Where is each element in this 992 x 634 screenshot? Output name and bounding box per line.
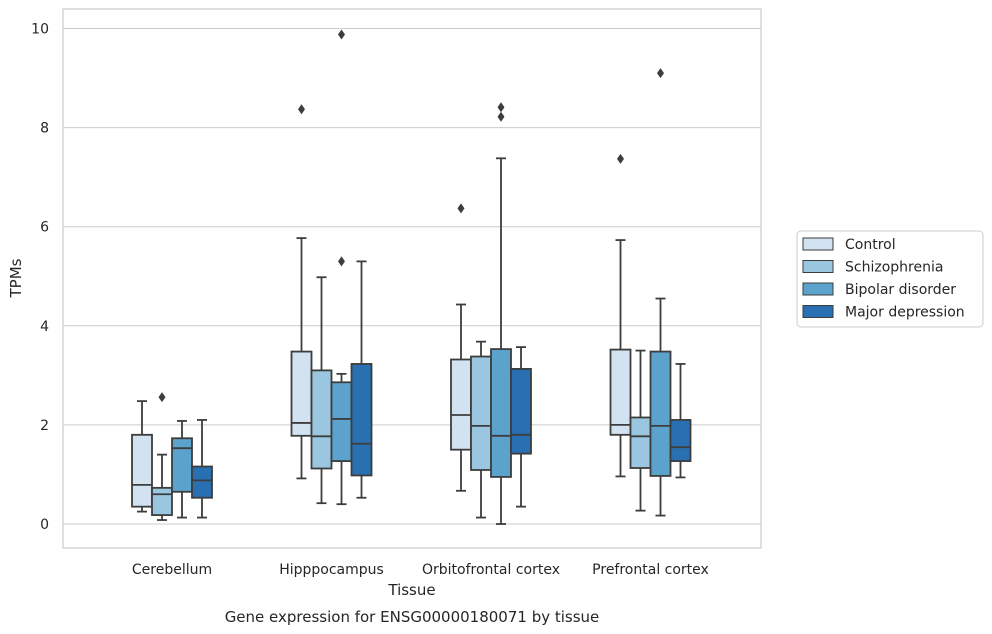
box-iqr xyxy=(609,348,632,436)
box-iqr xyxy=(450,358,472,451)
outlier-point xyxy=(298,104,305,115)
box-plot xyxy=(350,260,373,499)
box-plot xyxy=(290,104,313,480)
box-plot xyxy=(171,420,193,519)
legend-label: Major depression xyxy=(845,305,965,321)
box-plot xyxy=(629,349,652,512)
box-iqr xyxy=(151,486,173,516)
legend-swatch xyxy=(802,237,834,251)
box-iqr xyxy=(191,465,213,499)
legend-items: Control Schizophrenia Bipolar disorder Majo… xyxy=(802,237,965,321)
box-plot xyxy=(450,203,472,492)
y-tick-label: 2 xyxy=(40,418,49,434)
legend-label: Control xyxy=(845,237,896,253)
box-plot xyxy=(310,276,333,505)
y-axis-label: TPMs xyxy=(7,258,25,298)
x-axis-label: Tissue xyxy=(387,581,435,599)
y-tick-label: 8 xyxy=(40,121,49,137)
legend-item: Control xyxy=(802,237,896,253)
y-tick-label: 6 xyxy=(40,220,49,236)
box-iqr xyxy=(350,363,373,477)
legend-item: Schizophrenia xyxy=(802,260,943,276)
outlier-point xyxy=(497,111,505,122)
box-plot xyxy=(669,363,692,479)
legend-swatch xyxy=(802,282,834,296)
outlier-point xyxy=(617,153,624,164)
y-tick-label: 0 xyxy=(40,517,49,533)
box-plot xyxy=(510,346,532,508)
box-iqr xyxy=(490,348,512,478)
box-iqr xyxy=(310,369,333,470)
box-iqr xyxy=(669,419,692,462)
legend-item: Major depression xyxy=(802,305,965,321)
legend-item: Bipolar disorder xyxy=(802,282,956,298)
box-plot xyxy=(191,419,213,519)
box-iqr xyxy=(330,381,353,462)
box-plot xyxy=(151,392,173,521)
box-iqr xyxy=(649,350,672,477)
box-plot xyxy=(131,400,153,513)
legend-label: Bipolar disorder xyxy=(845,282,956,298)
legend-swatch xyxy=(802,260,834,273)
outlier-point xyxy=(657,68,664,79)
box-iqr xyxy=(510,368,532,455)
box-plot xyxy=(609,153,632,478)
box-iqr xyxy=(470,355,492,471)
x-tick-labels: Cerebellum Hipppocampus Orbitofrontal cort… xyxy=(132,562,709,578)
outlier-point xyxy=(497,102,505,113)
legend-label: Schizophrenia xyxy=(845,260,943,276)
chart-caption: Gene expression for ENSG00000180071 by t… xyxy=(225,608,600,626)
box-plot xyxy=(470,340,492,519)
y-tick-label: 10 xyxy=(31,22,49,38)
outlier-point xyxy=(158,392,166,403)
outlier-point xyxy=(338,256,345,267)
legend-frame xyxy=(796,230,984,328)
legend: Control Schizophrenia Bipolar disorder Majo… xyxy=(796,230,984,328)
outlier-point xyxy=(457,203,465,214)
x-tick-label: Orbitofrontal cortex xyxy=(422,562,560,578)
box-iqr xyxy=(629,416,652,469)
box-plot xyxy=(490,102,512,525)
y-tick-label: 4 xyxy=(40,319,49,335)
outlier-point xyxy=(338,29,345,40)
x-tick-label: Prefrontal cortex xyxy=(592,562,709,578)
box-plot xyxy=(649,68,672,517)
box-iqr xyxy=(171,437,193,493)
box-plot-series xyxy=(131,29,692,525)
box-plot xyxy=(330,29,353,506)
x-tick-label: Cerebellum xyxy=(132,562,212,578)
box-iqr xyxy=(131,433,153,508)
y-tick-labels: 0 2 4 6 8 10 xyxy=(31,22,49,534)
legend-swatch xyxy=(802,305,834,318)
plot-frame xyxy=(62,8,762,549)
y-gridlines xyxy=(63,28,761,525)
x-tick-label: Hipppocampus xyxy=(279,562,384,578)
